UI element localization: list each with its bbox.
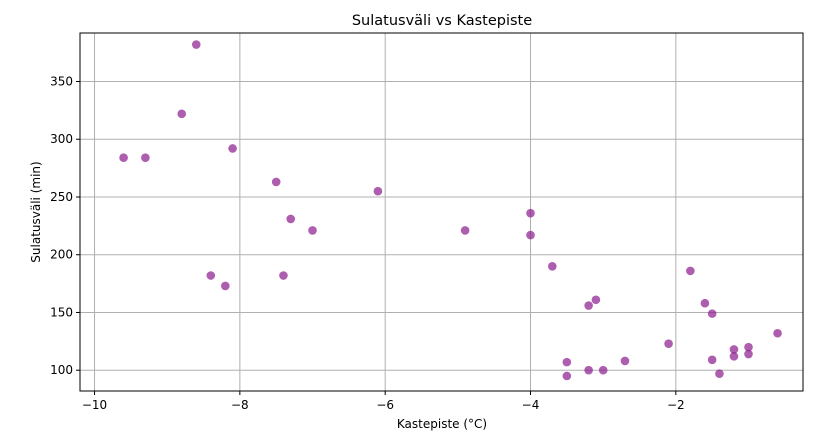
data-point <box>744 349 753 359</box>
y-tick-label: 100 <box>50 363 73 377</box>
data-point <box>729 345 739 354</box>
data-point <box>598 365 608 375</box>
data-point <box>279 271 288 280</box>
data-point <box>308 226 317 235</box>
data-point <box>562 357 572 367</box>
data-points <box>119 40 782 381</box>
data-point <box>707 309 717 318</box>
data-point <box>584 301 593 310</box>
data-point <box>562 371 572 381</box>
gridlines <box>80 33 803 391</box>
data-point <box>686 266 695 276</box>
data-point <box>271 177 281 187</box>
y-tick-label: 150 <box>50 305 73 319</box>
data-point <box>206 271 216 280</box>
data-point <box>729 352 739 361</box>
data-point <box>286 214 296 224</box>
data-point <box>141 153 150 163</box>
data-point <box>715 369 724 378</box>
data-point <box>707 355 717 365</box>
data-point <box>221 281 230 291</box>
y-tick-label: 300 <box>50 132 73 146</box>
data-point <box>744 342 753 352</box>
x-tick-label: −4 <box>522 398 540 412</box>
y-tick-label: 350 <box>50 75 73 89</box>
data-point <box>548 261 557 271</box>
data-point <box>700 298 710 308</box>
plot-frame <box>79 32 804 392</box>
data-point <box>460 226 470 235</box>
x-tick-label: −8 <box>231 398 249 412</box>
chart-title: Sulatusväli vs Kastepiste <box>352 13 532 29</box>
data-point <box>584 365 593 375</box>
data-point <box>620 356 630 366</box>
data-point <box>228 144 237 153</box>
data-point <box>526 230 535 240</box>
data-point <box>591 295 601 305</box>
data-point <box>177 109 187 119</box>
data-point <box>526 208 535 218</box>
x-tick-label: −6 <box>376 398 394 412</box>
data-point <box>191 40 201 49</box>
x-axis-label: Kastepiste (°C) <box>397 417 487 431</box>
y-tick-label: 200 <box>50 248 73 262</box>
x-tick-label: −2 <box>667 398 685 412</box>
data-point <box>119 153 128 163</box>
data-point <box>664 339 673 348</box>
y-tick-label: 250 <box>50 190 73 204</box>
x-tick-label: −10 <box>82 398 107 412</box>
data-point <box>373 186 383 196</box>
data-point <box>773 328 782 338</box>
y-axis-ticks: 100 150 200 250 300 350 <box>50 75 80 377</box>
y-axis-label: Sulatusväli (min) <box>29 161 43 262</box>
x-axis-ticks: −10 −8 −6 −4 −2 <box>82 391 685 412</box>
